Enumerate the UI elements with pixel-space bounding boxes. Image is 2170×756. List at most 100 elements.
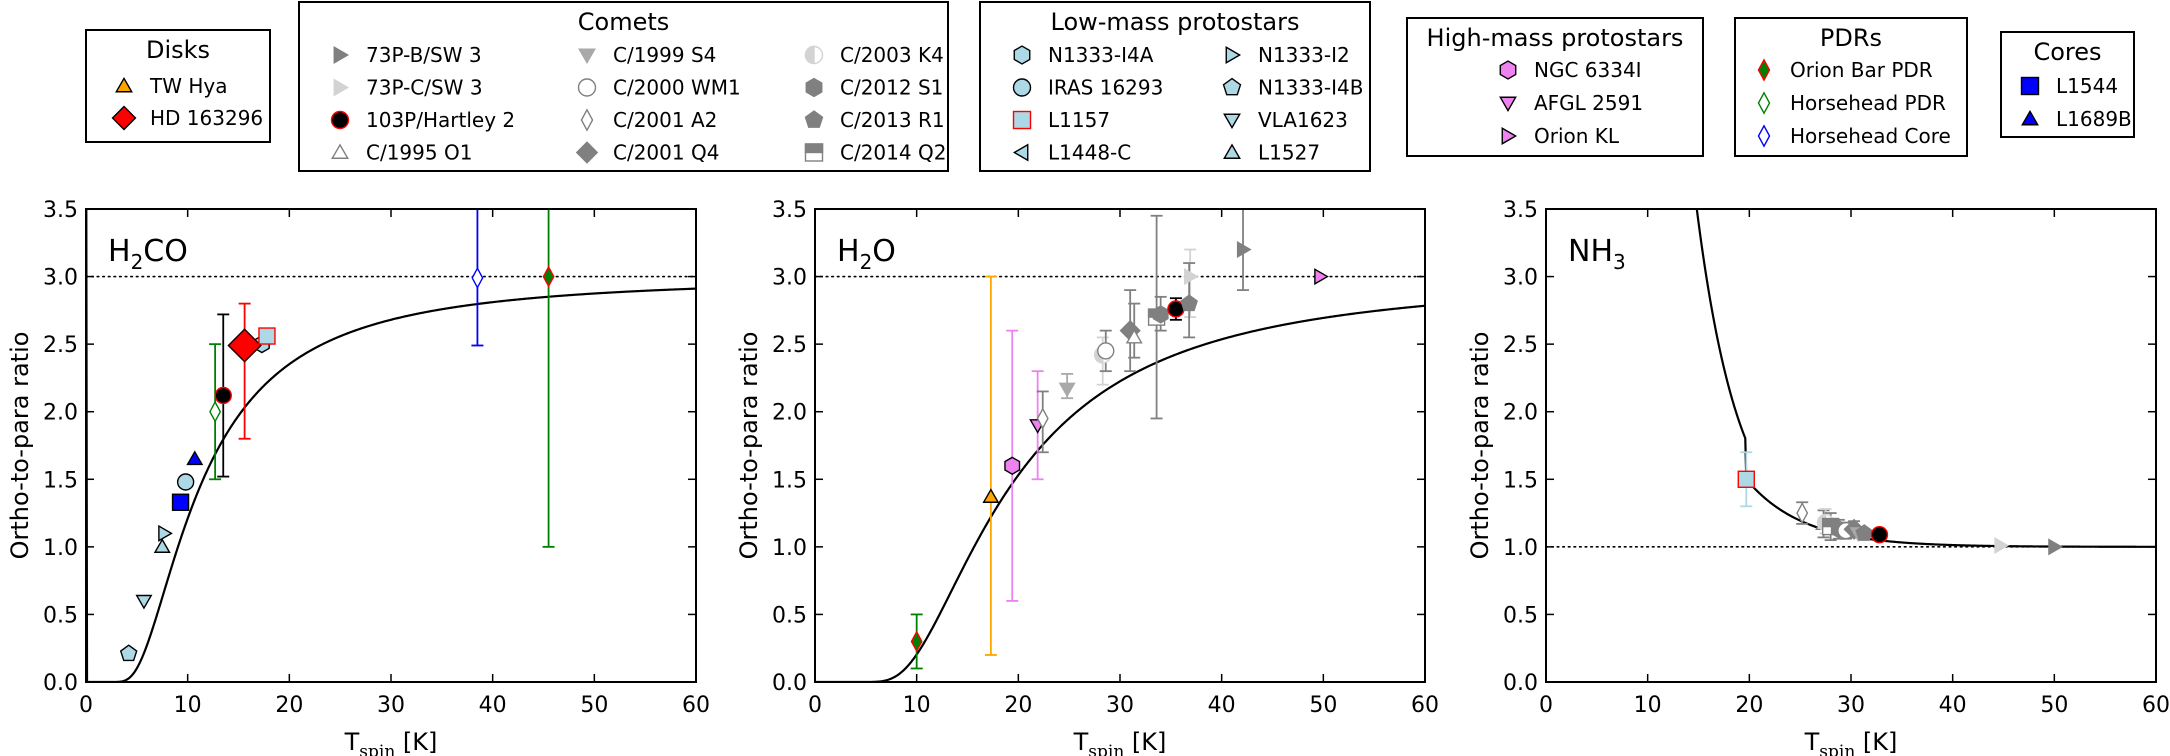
legend-marker-iras-16293-shape	[1012, 78, 1032, 97]
chart-nh3-ylabel: Ortho-to-para ratio	[1466, 332, 1494, 560]
chart-h2co-ylabel: Ortho-to-para ratio	[6, 332, 34, 560]
chart-nh3-ytick-label: 2.0	[1503, 401, 1538, 426]
legend-marker-iras-16293	[1012, 78, 1032, 97]
legend-marker-c-2000-wm1-shape	[577, 78, 597, 97]
legend-label-c-2001-a2: C/2001 A2	[613, 108, 717, 132]
legend-marker-l1527-shape	[1223, 143, 1241, 159]
chart-h2o-ytick-label: 0.5	[772, 603, 807, 628]
legend-marker-orion-kl	[1501, 127, 1518, 145]
legend-marker-vla1623-shape	[1223, 113, 1241, 130]
data-point-horsehead-core	[471, 266, 484, 289]
legend-label-c-2001-q4: C/2001 Q4	[613, 141, 719, 165]
chart-h2co-ytick-label: 0.0	[43, 671, 78, 696]
legend-comets-title: Comets	[578, 8, 670, 36]
data-point-c-1995-o1-shape	[1125, 328, 1143, 344]
chart-h2co-xtick-label: 20	[275, 693, 303, 718]
legend-marker-c-2014-q2-half	[804, 143, 824, 154]
data-point-horsehead-core-shape	[471, 266, 484, 289]
legend-marker-l1527	[1223, 143, 1241, 159]
legend-marker-c-2014-q2	[804, 143, 824, 162]
chart-h2co-molecule-label: H2CO	[108, 234, 188, 274]
data-point-c-2013-r1-shape	[1180, 294, 1198, 312]
chart-h2o-xlabel: Tspin [K]	[1073, 728, 1167, 756]
data-point-103p-hartley-2	[214, 386, 232, 405]
legend-marker-orion-bar-pdr-shape	[1757, 58, 1771, 82]
legend-marker-ngc-6334i	[1499, 60, 1517, 80]
legend-high-mass-protostars-frame	[1406, 17, 1704, 157]
data-point-n1333-i4b-shape	[119, 644, 138, 662]
chart-nh3-xtick-label: 40	[1939, 693, 1967, 718]
chart-nh3-ytick-label: 3.0	[1503, 266, 1538, 291]
legend-label-l1527: L1527	[1258, 141, 1320, 165]
chart-nh3-xlabel-main: T	[1804, 728, 1820, 756]
data-point-c-2013-r1	[1855, 524, 1874, 541]
legend-marker-orion-bar-pdr	[1757, 58, 1771, 82]
data-point-c-2013-r1	[1180, 294, 1198, 312]
chart-h2co-ytick-label: 0.5	[43, 603, 78, 628]
data-point-iras-16293-shape	[176, 473, 195, 491]
legend-marker-103p-hartley-2	[330, 110, 350, 130]
legend-marker-hd-163296-shape	[111, 105, 137, 131]
chart-h2co-xtick-label: 60	[682, 693, 710, 718]
chart-nh3-xtick-label: 60	[2142, 693, 2170, 718]
data-point-hd-163296-shape	[227, 328, 262, 363]
legend-marker-horsehead-core	[1757, 124, 1771, 148]
chart-nh3-xlabel-sub: spin	[1819, 742, 1855, 756]
chart-h2co-ytick-label: 2.0	[43, 401, 78, 426]
data-point-l1157-shape	[1737, 470, 1755, 488]
legend-label-c-2012-s1: C/2012 S1	[840, 76, 943, 100]
legend-marker-c-1999-s4-shape	[578, 48, 596, 65]
legend-label-ngc-6334i: NGC 6334I	[1534, 58, 1642, 82]
data-point-iras-16293	[176, 473, 195, 491]
chart-h2co-frame	[85, 208, 697, 683]
data-point-hd-163296	[227, 328, 262, 363]
legend-label-orion-kl: Orion KL	[1534, 124, 1620, 148]
chart-nh3-xtick-label: 0	[1539, 693, 1553, 718]
data-point-n1333-i2	[158, 524, 173, 542]
chart-h2co-xtick-label: 40	[479, 693, 507, 718]
data-point-c-1999-s4-shape	[1058, 382, 1076, 398]
chart-nh3-xlabel-unit: [K]	[1855, 728, 1897, 756]
chart-h2o-xtick-label: 20	[1004, 693, 1032, 718]
chart-h2o-molecule-sub: 2	[860, 250, 873, 274]
legend-pdrs-frame	[1734, 17, 1968, 157]
data-point-c-1995-o1	[1125, 328, 1143, 344]
chart-h2o-xtick-label: 10	[903, 693, 931, 718]
chart-h2co-molecule-main: H	[108, 234, 131, 269]
data-point-c-2000-wm1	[1097, 342, 1115, 360]
legend-marker-l1448-c-shape	[1012, 143, 1029, 162]
data-point-73p-b-sw-3	[2048, 538, 2063, 556]
legend-disks: Disks TW Hya HD 163296	[85, 29, 271, 143]
legend-marker-73p-c-sw-3	[333, 78, 350, 97]
data-point-tw-hya	[982, 488, 1000, 503]
chart-nh3-molecule-label: NH3	[1568, 234, 1626, 274]
chart-nh3-molecule-sub: 3	[1613, 250, 1626, 274]
chart-h2o-xtick-label: 50	[1309, 693, 1337, 718]
data-point-n1333-i4b	[119, 644, 138, 662]
chart-nh3-xtick-label: 30	[1837, 693, 1865, 718]
chart-h2o: 0 10 20 30 40 50 60 0.0 0.5 1.0 1.5 2.0 2.5 3.0 3.5 Tsp…	[735, 198, 1439, 756]
chart-h2o-xtick-label: 30	[1106, 693, 1134, 718]
data-point-horsehead-pdr-shape	[209, 400, 222, 423]
chart-h2o-xlabel-main: T	[1073, 728, 1089, 756]
chart-h2o-model-curve	[815, 304, 1425, 682]
data-point-73p-c-sw-3-shape	[1184, 268, 1199, 286]
legend-marker-c-2001-a2	[580, 108, 594, 132]
data-point-l1544-shape	[171, 493, 190, 511]
data-point-l1157-shape	[258, 327, 276, 345]
legend-cores: Cores L1544 L1689B	[2000, 31, 2135, 138]
legend-marker-l1157-shape	[1012, 110, 1032, 130]
chart-nh3-ytick-label: 1.0	[1503, 536, 1538, 561]
chart-h2o-molecule-label: H2O	[837, 234, 896, 274]
legend-label-n1333-i4b: N1333-I4B	[1258, 76, 1363, 100]
data-point-n1333-i2-shape	[158, 524, 173, 542]
data-point-103p-hartley-2	[1870, 525, 1889, 544]
legend-label-73p-b-sw-3: 73P-B/SW 3	[366, 43, 482, 67]
data-point-orion-bar-pdr-shape	[542, 265, 555, 288]
data-point-c-2013-r1-shape	[1855, 524, 1874, 541]
legend-marker-l1689b	[2021, 109, 2039, 126]
legend-marker-c-1995-o1-shape	[331, 143, 349, 159]
plot-layer: 0 10 20 30 40 50 600.00.51.01.52.02.53.03.5Tsp…	[6, 198, 2170, 756]
legend-marker-tw-hya	[115, 76, 133, 93]
data-point-c-2012-s1	[1152, 305, 1169, 324]
